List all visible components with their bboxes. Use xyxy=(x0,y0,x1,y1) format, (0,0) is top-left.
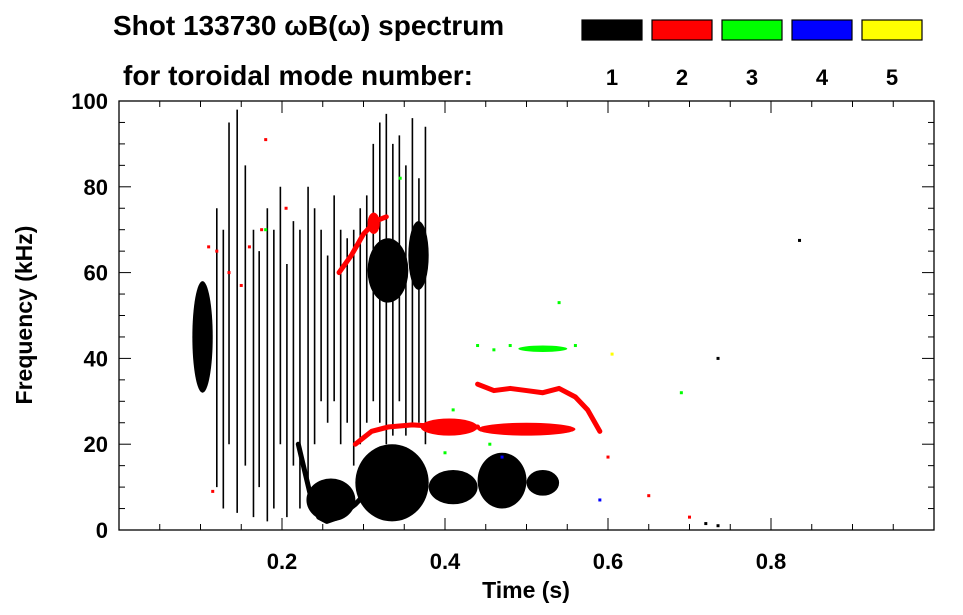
mode-3-speck xyxy=(508,344,512,348)
mode-2-speck xyxy=(227,271,231,275)
legend-swatch-2 xyxy=(651,19,713,41)
mode-1-speck xyxy=(716,524,720,528)
mode-2-speck xyxy=(207,245,211,249)
mode-1-blob xyxy=(367,238,409,303)
y-tick-label: 0 xyxy=(96,518,108,543)
legend-label-2: 2 xyxy=(676,65,688,90)
x-tick-label: 0.6 xyxy=(593,549,624,574)
mode-1-speck xyxy=(798,238,802,242)
y-axis-label: Frequency (kHz) xyxy=(11,226,37,405)
mode-2-ridge xyxy=(352,422,481,447)
legend-label-4: 4 xyxy=(816,65,829,90)
mode-1-blob xyxy=(428,469,478,505)
mode-3-speck xyxy=(264,228,268,232)
mode-5-speck xyxy=(610,352,614,356)
legend-caption: for toroidal mode number: xyxy=(123,60,473,91)
mode-3-speck xyxy=(398,176,402,180)
mode-3-speck xyxy=(492,348,496,352)
mode-1-ridge xyxy=(295,441,375,524)
mode-1-blob xyxy=(477,452,527,509)
mode-2-speck xyxy=(647,494,651,498)
mode-3-speck xyxy=(573,344,577,348)
mode-3-speck xyxy=(476,344,480,348)
mode-2-ridge xyxy=(475,381,603,434)
mode-3-speck xyxy=(451,408,455,412)
mode-2-speck xyxy=(606,455,610,459)
y-tick-label: 100 xyxy=(71,89,108,114)
x-tick-label: 0.4 xyxy=(430,549,461,574)
mode-2-speck xyxy=(264,138,268,142)
mode-1-blob xyxy=(526,469,560,496)
y-tick-label: 40 xyxy=(84,346,108,371)
legend-swatch-4 xyxy=(791,19,853,41)
mode-3-blob xyxy=(518,345,568,352)
mode-1-blob xyxy=(355,444,429,522)
mode-2-speck xyxy=(284,206,288,210)
axes: 0.2 0.4 0.6 0.8 0 20 40 60 80 100 xyxy=(71,89,934,574)
x-tick-label: 0.8 xyxy=(756,549,787,574)
plot-area xyxy=(192,109,802,528)
y-tick-label: 80 xyxy=(84,175,108,200)
legend-label-3: 3 xyxy=(746,65,758,90)
x-axis-label: Time (s) xyxy=(482,577,570,603)
mode-3-speck xyxy=(488,442,492,446)
series-mode-2 xyxy=(207,138,691,519)
legend-label-5: 5 xyxy=(886,65,898,90)
series-mode-4 xyxy=(500,455,602,502)
chart-title: Shot 133730 ωB(ω) spectrum xyxy=(113,10,504,41)
legend: 1 2 3 4 5 xyxy=(581,19,923,90)
series-mode-1 xyxy=(192,109,802,528)
legend-swatch-5 xyxy=(861,19,923,41)
mode-1-blob xyxy=(196,324,208,367)
y-tick-label: 60 xyxy=(84,261,108,286)
mode-2-speck xyxy=(688,515,691,519)
mode-2-speck xyxy=(239,283,243,287)
mode-1-speck xyxy=(716,356,720,360)
x-tick-label: 0.2 xyxy=(267,549,298,574)
mode-3-speck xyxy=(679,391,683,395)
y-tick-label: 20 xyxy=(84,432,108,457)
series-mode-3 xyxy=(264,176,683,455)
mode-3-speck xyxy=(557,301,561,305)
series-mode-5 xyxy=(610,352,614,356)
mode-2-blob xyxy=(477,422,576,436)
plot-frame xyxy=(118,100,935,531)
mode-2-ridge xyxy=(336,214,389,276)
mode-2-speck xyxy=(211,489,215,493)
legend-swatch-3 xyxy=(721,19,783,41)
mode-1-blob xyxy=(408,221,429,290)
mode-2-speck xyxy=(247,245,251,249)
mode-2-speck xyxy=(260,228,264,232)
legend-label-1: 1 xyxy=(606,65,618,90)
mode-2-speck xyxy=(215,249,219,253)
mode-3-speck xyxy=(443,451,447,455)
mode-4-speck xyxy=(500,455,504,459)
mode-4-speck xyxy=(598,498,602,502)
mode-1-speck xyxy=(704,522,708,526)
legend-swatch-1 xyxy=(581,19,643,41)
